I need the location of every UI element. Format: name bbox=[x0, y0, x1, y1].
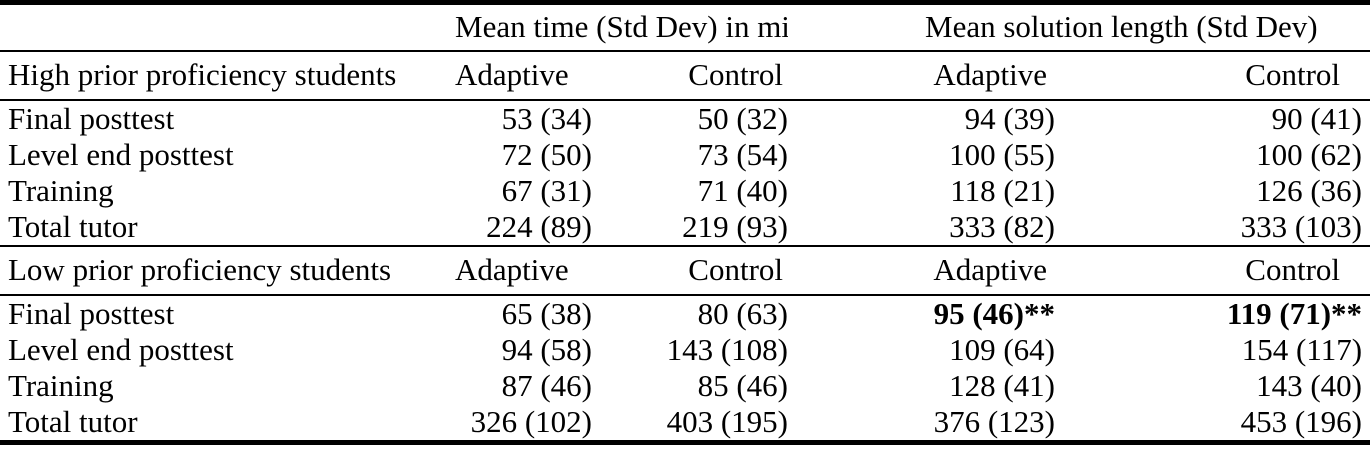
table-row: Total tutor 224 (89) 219 (93) 333 (82) 3… bbox=[0, 209, 1370, 246]
value-cell: 143 (108) bbox=[666, 331, 789, 367]
value-cell: 154 (117) bbox=[1241, 331, 1363, 367]
top-header-row: Mean time (Std Dev) in minutes Mean solu… bbox=[0, 3, 1370, 51]
value-cell: 87 (46) bbox=[501, 367, 592, 403]
value-cell: 53 (34) bbox=[501, 100, 592, 136]
table-row: Training 67 (31) 71 (40) 118 (21) 126 (3… bbox=[0, 173, 1370, 209]
value-cell: 73 (54) bbox=[697, 136, 789, 172]
value-cell: 118 (21) bbox=[950, 172, 1056, 208]
table-row: Final posttest 53 (34) 50 (32) 94 (39) 9… bbox=[0, 100, 1370, 137]
value-cell: 90 (41) bbox=[1271, 100, 1363, 136]
row-label: Total tutor bbox=[8, 208, 138, 244]
mean-time-group-header: Mean time (Std Dev) in minutes bbox=[455, 9, 788, 45]
sub-header-adaptive-time: Adaptive bbox=[455, 252, 569, 287]
value-cell: 128 (41) bbox=[949, 367, 1056, 403]
value-cell: 376 (123) bbox=[933, 403, 1056, 439]
value-cell: 50 (32) bbox=[697, 100, 789, 136]
value-cell: 67 (31) bbox=[501, 172, 592, 208]
sub-header-adaptive-time: Adaptive bbox=[455, 57, 569, 92]
value-cell: 453 (196) bbox=[1240, 403, 1363, 439]
sub-header-control-time: Control bbox=[688, 252, 784, 287]
table-row: Level end posttest 94 (58) 143 (108) 109… bbox=[0, 332, 1370, 368]
row-label: Level end posttest bbox=[8, 136, 234, 172]
row-label: Training bbox=[8, 367, 114, 403]
value-cell: 94 (39) bbox=[964, 100, 1056, 136]
row-label: Training bbox=[8, 172, 114, 208]
row-label: Total tutor bbox=[8, 403, 138, 439]
value-cell: 224 (89) bbox=[486, 208, 592, 244]
high-prior-header-row: High prior proficiency students Adaptive… bbox=[0, 51, 1370, 100]
section-header-low-prior: Low prior proficiency students bbox=[8, 252, 392, 287]
table-row: Final posttest 65 (38) 80 (63) 95 (46)**… bbox=[0, 295, 1370, 332]
value-cell: 219 (93) bbox=[682, 208, 789, 244]
value-cell: 71 (40) bbox=[697, 172, 789, 208]
sub-header-control-solution: Control bbox=[1245, 57, 1341, 92]
value-cell: 94 (58) bbox=[501, 331, 592, 367]
value-cell: 65 (38) bbox=[501, 295, 592, 331]
value-cell: 403 (195) bbox=[666, 403, 789, 439]
sub-header-control-solution: Control bbox=[1245, 252, 1341, 287]
section-header-high-prior: High prior proficiency students bbox=[8, 57, 397, 92]
row-label: Final posttest bbox=[8, 100, 175, 136]
value-cell: 126 (36) bbox=[1256, 172, 1363, 208]
table-row: Level end posttest 72 (50) 73 (54) 100 (… bbox=[0, 137, 1370, 173]
sub-header-control-time: Control bbox=[688, 57, 784, 92]
value-cell: 143 (40) bbox=[1256, 367, 1363, 403]
table-row: Total tutor 326 (102) 403 (195) 376 (123… bbox=[0, 404, 1370, 443]
sub-header-adaptive-solution: Adaptive bbox=[933, 252, 1048, 287]
row-label: Level end posttest bbox=[8, 331, 234, 367]
value-cell: 109 (64) bbox=[949, 331, 1056, 367]
value-cell: 72 (50) bbox=[501, 136, 592, 172]
sub-header-adaptive-solution: Adaptive bbox=[933, 57, 1048, 92]
top-header-empty-cell bbox=[0, 3, 443, 51]
value-cell-significant: 95 (46)** bbox=[933, 295, 1056, 331]
value-cell-significant: 119 (71)** bbox=[1226, 295, 1363, 331]
table-row: Training 87 (46) 85 (46) 128 (41) 143 (4… bbox=[0, 368, 1370, 404]
value-cell: 333 (82) bbox=[949, 208, 1056, 244]
value-cell: 326 (102) bbox=[470, 403, 592, 439]
value-cell: 80 (63) bbox=[697, 295, 789, 331]
value-cell: 333 (103) bbox=[1240, 208, 1363, 244]
value-cell: 100 (62) bbox=[1256, 136, 1363, 172]
low-prior-header-row: Low prior proficiency students Adaptive … bbox=[0, 246, 1370, 295]
value-cell: 100 (55) bbox=[949, 136, 1056, 172]
value-cell: 85 (46) bbox=[697, 367, 789, 403]
mean-solution-group-header: Mean solution length (Std Dev) bbox=[925, 9, 1318, 45]
row-label: Final posttest bbox=[8, 295, 175, 331]
